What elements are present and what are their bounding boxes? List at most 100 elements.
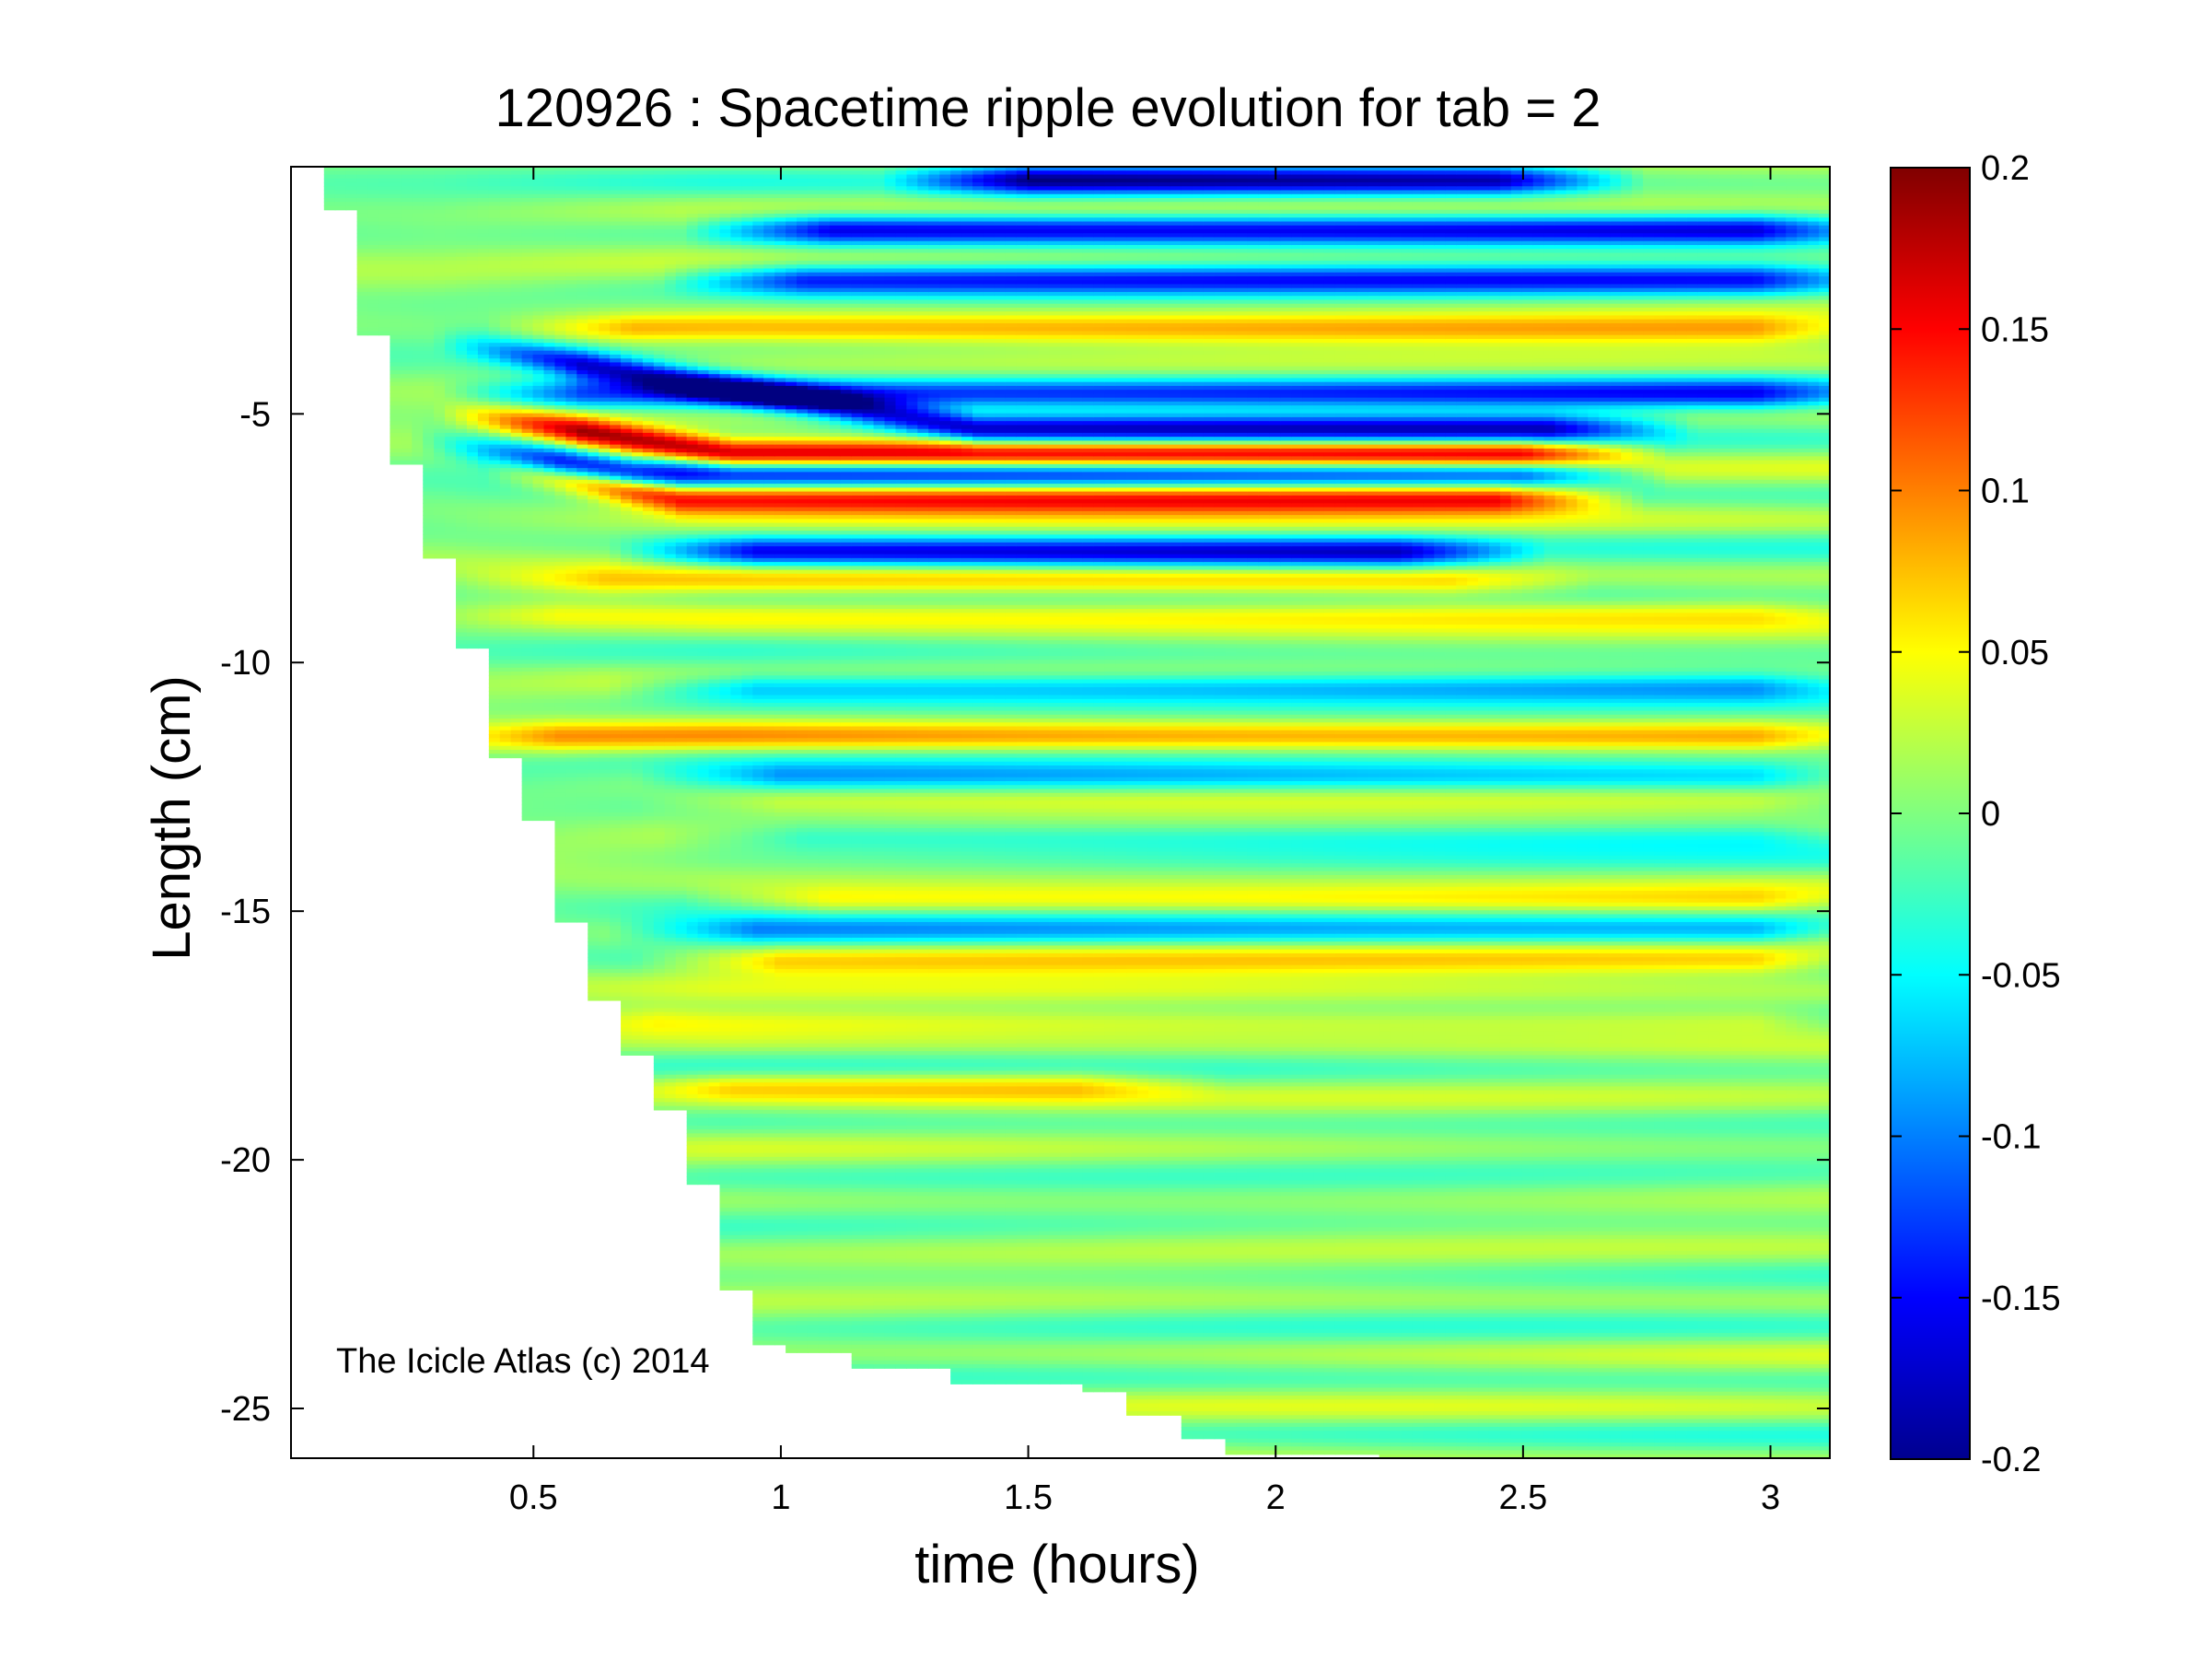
heatmap-cell [456, 621, 468, 625]
heatmap-cell [401, 273, 413, 277]
heatmap-cell [478, 268, 490, 273]
heatmap-cell [335, 170, 347, 175]
heatmap-cell [445, 268, 457, 273]
heatmap-cell [445, 398, 457, 403]
heatmap-cell [478, 339, 490, 344]
heatmap-cell [378, 198, 390, 203]
heatmap-cell [357, 190, 369, 194]
heatmap-cell [434, 527, 446, 532]
heatmap-cell [412, 452, 424, 457]
heatmap-cell [478, 257, 490, 262]
heatmap-cell [390, 433, 402, 438]
heatmap-cell [412, 421, 424, 426]
heatmap-cell [467, 214, 479, 218]
heatmap-cell [368, 221, 380, 226]
heatmap-cell [412, 288, 424, 293]
heatmap-cell [434, 355, 446, 359]
heatmap-cell [478, 315, 490, 320]
heatmap-cell [423, 480, 435, 485]
heatmap-cell [423, 440, 435, 445]
heatmap-cell [456, 637, 468, 641]
heatmap-cell [390, 296, 402, 300]
heatmap-cell [401, 252, 413, 257]
heatmap-cell [423, 449, 435, 453]
heatmap-cell [456, 555, 468, 559]
heatmap-cell [378, 194, 390, 199]
heatmap-cell [456, 640, 468, 645]
heatmap-cell [434, 335, 446, 340]
heatmap-cell [467, 284, 479, 288]
heatmap-cell [423, 531, 435, 535]
heatmap-cell [445, 487, 457, 492]
heatmap-cell [378, 241, 390, 246]
heatmap-cell [390, 323, 402, 328]
heatmap-cell [445, 382, 457, 387]
heatmap-cell [445, 484, 457, 488]
heatmap-cell [434, 390, 446, 394]
heatmap-cell [434, 214, 446, 218]
heatmap-cell [456, 390, 468, 394]
heatmap-cell [445, 198, 457, 203]
heatmap-cell [368, 331, 380, 335]
plot-area: 0.5 1 1.5 2 2.5 3 -5-10-15-20-25 [220, 167, 1831, 1517]
heatmap-cell [456, 456, 468, 461]
heatmap-cell [467, 417, 479, 422]
heatmap-cell [357, 179, 369, 183]
heatmap-cell [390, 241, 402, 246]
heatmap-cell [401, 233, 413, 238]
heatmap-cell [445, 464, 457, 469]
heatmap-cell [434, 492, 446, 497]
heatmap-cell [456, 382, 468, 387]
heatmap-cell [467, 296, 479, 300]
heatmap-cell [423, 351, 435, 356]
heatmap-cell [390, 425, 402, 429]
heatmap-cell [357, 264, 369, 269]
heatmap-cell [401, 299, 413, 304]
heatmap-cell [456, 194, 468, 199]
heatmap-cell [368, 311, 380, 316]
heatmap-cell [423, 437, 435, 441]
heatmap-cell [378, 311, 390, 316]
heatmap-cell [467, 280, 479, 285]
heatmap-cell [456, 355, 468, 359]
heatmap-cell [423, 296, 435, 300]
heatmap-cell [434, 210, 446, 215]
heatmap-cell [434, 414, 446, 418]
heatmap-cell [467, 452, 479, 457]
heatmap-cell [434, 261, 446, 265]
heatmap-cell [390, 229, 402, 234]
heatmap-cell [434, 351, 446, 356]
heatmap-cell [445, 170, 457, 175]
heatmap-cell [467, 414, 479, 418]
heatmap-cell [423, 308, 435, 312]
heatmap-cell [467, 221, 479, 226]
heatmap-cell [445, 311, 457, 316]
heatmap-cell [456, 617, 468, 622]
heatmap-cell [434, 382, 446, 387]
heatmap-cell [445, 417, 457, 422]
heatmap-cell [445, 237, 457, 241]
heatmap-cell [467, 550, 479, 555]
heatmap-cell [478, 464, 490, 469]
heatmap-cell [467, 625, 479, 629]
heatmap-cell [401, 367, 413, 371]
heatmap-cell [434, 464, 446, 469]
heatmap-cell [467, 398, 479, 403]
heatmap-cell [478, 233, 490, 238]
heatmap-cell [378, 276, 390, 281]
heatmap-cell [456, 574, 468, 578]
heatmap-cell [467, 292, 479, 297]
heatmap-cell [434, 378, 446, 382]
heatmap-cell [423, 456, 435, 461]
heatmap-cell [467, 252, 479, 257]
heatmap-cell [467, 405, 479, 410]
heatmap-cell [368, 327, 380, 332]
heatmap-cell [478, 194, 490, 199]
heatmap-cell [478, 245, 490, 250]
heatmap-cell [456, 241, 468, 246]
heatmap-cell [456, 515, 468, 520]
heatmap-cell [423, 378, 435, 382]
heatmap-cell [357, 323, 369, 328]
heatmap-cell [456, 468, 468, 473]
heatmap-cell [412, 226, 424, 230]
